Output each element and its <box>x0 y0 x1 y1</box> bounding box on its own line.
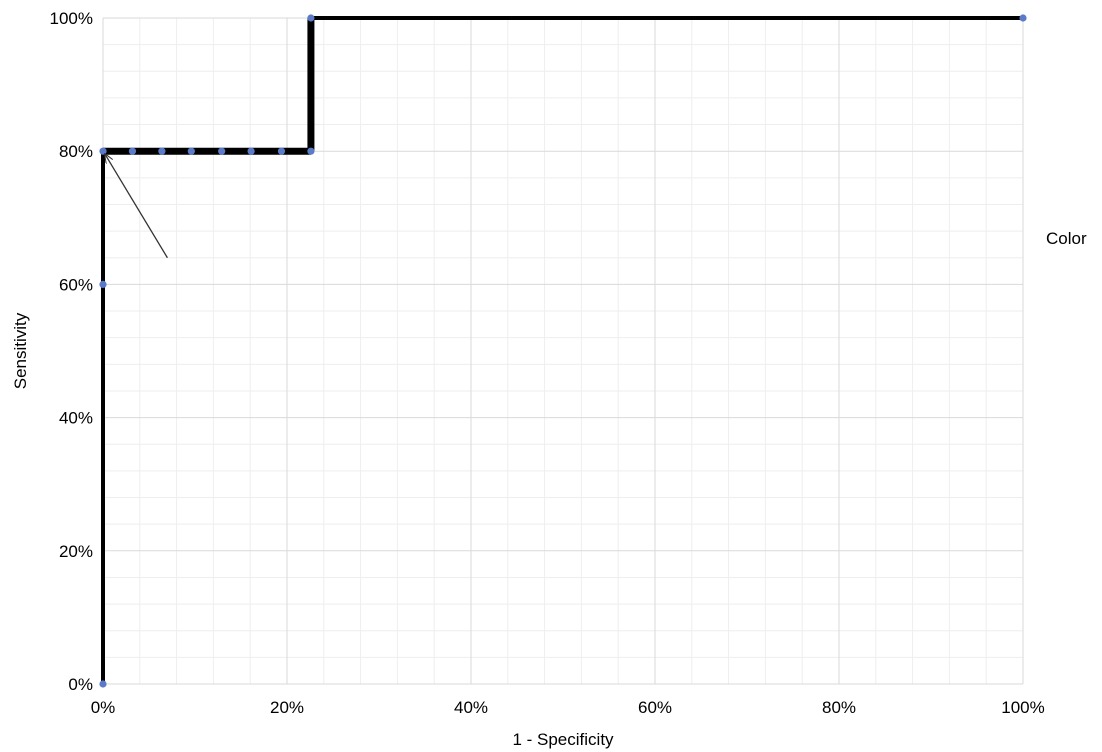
y-axis-ticks: 0% 20% 40% 60% 80% 100% <box>50 9 93 694</box>
x-axis-title: 1 - Specificity <box>512 730 614 749</box>
roc-point <box>187 147 195 155</box>
x-tick-label: 20% <box>270 698 304 717</box>
annotation-arrow <box>105 154 168 259</box>
major-gridlines <box>102 17 1024 685</box>
y-tick-label: 40% <box>59 409 93 428</box>
roc-point <box>99 680 107 688</box>
roc-point <box>99 280 107 288</box>
y-axis-title: Sensitivity <box>11 312 30 389</box>
x-axis-ticks: 0% 20% 40% 60% 80% 100% <box>91 698 1045 717</box>
roc-step-polyline <box>101 16 1025 686</box>
roc-points <box>99 14 1027 688</box>
x-tick-label: 0% <box>91 698 116 717</box>
annotation <box>105 154 168 259</box>
roc-point <box>99 147 107 155</box>
roc-step-line <box>101 16 1025 686</box>
y-tick-label: 80% <box>59 142 93 161</box>
roc-point <box>128 147 137 155</box>
legend-title: Color <box>1046 229 1087 248</box>
y-tick-label: 0% <box>68 675 93 694</box>
x-tick-label: 80% <box>822 698 856 717</box>
y-tick-label: 100% <box>50 9 93 28</box>
x-tick-label: 60% <box>638 698 672 717</box>
roc-point <box>307 147 315 155</box>
y-tick-label: 20% <box>59 542 93 561</box>
roc-point <box>1019 14 1027 22</box>
x-tick-label: 40% <box>454 698 488 717</box>
roc-point <box>277 147 286 155</box>
roc-point <box>247 147 255 155</box>
roc-point <box>307 14 315 22</box>
roc-point <box>218 147 226 155</box>
minor-gridlines <box>103 18 1023 684</box>
roc-point <box>158 147 166 155</box>
y-tick-label: 60% <box>59 275 93 294</box>
x-tick-label: 100% <box>1001 698 1044 717</box>
